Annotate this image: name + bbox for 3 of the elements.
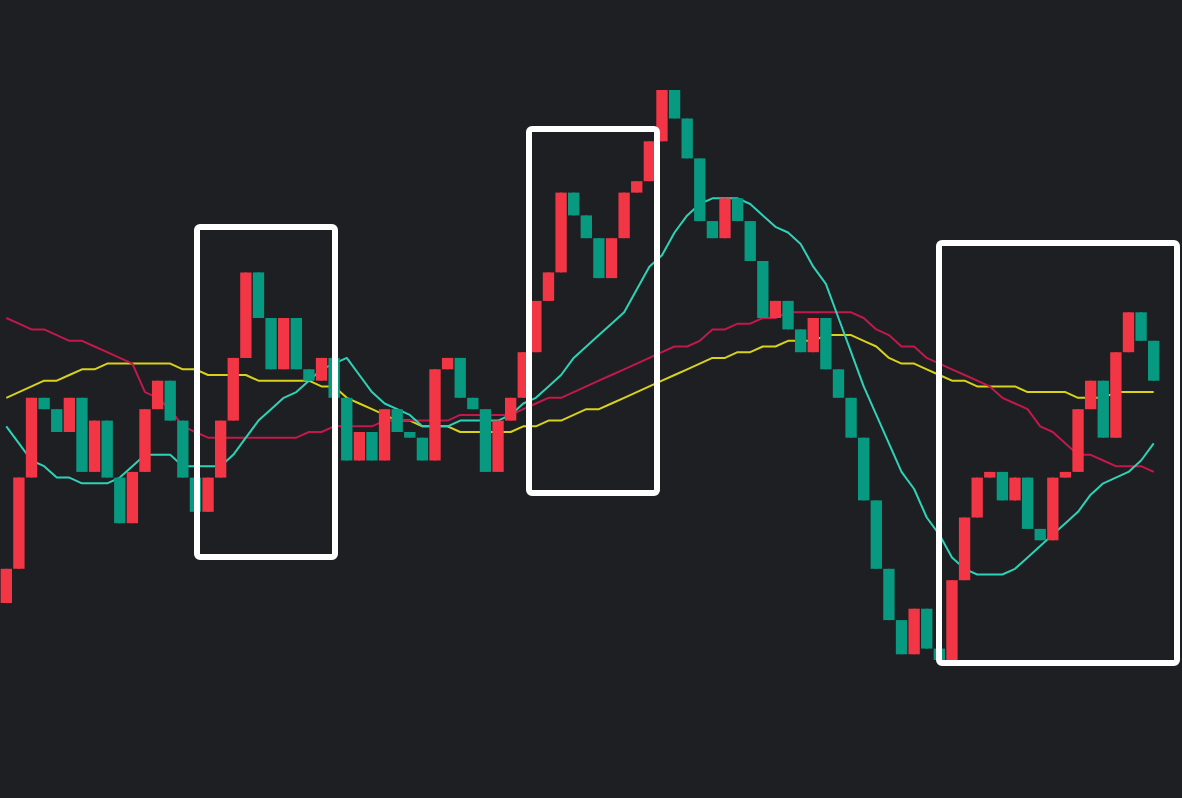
candlestick — [303, 368, 315, 382]
candlestick — [366, 431, 378, 462]
candlestick — [1135, 311, 1147, 342]
